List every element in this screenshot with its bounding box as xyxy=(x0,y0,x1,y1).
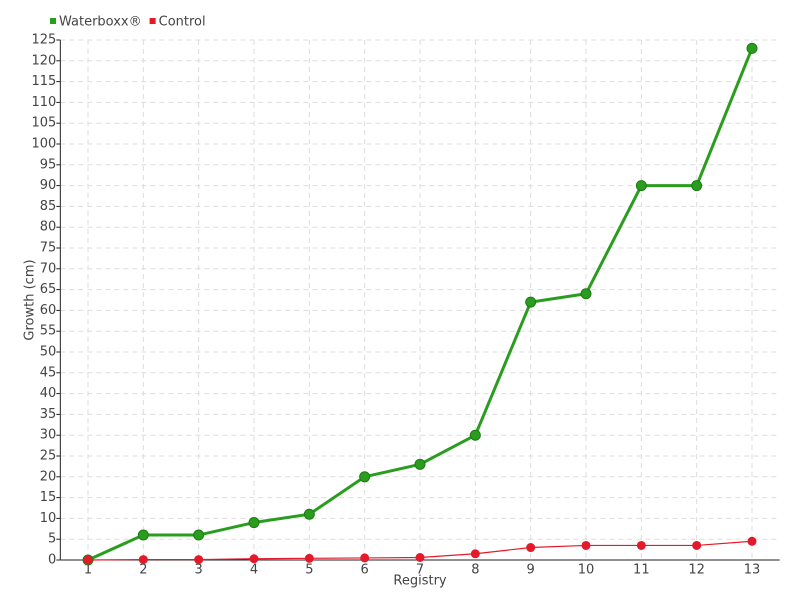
data-point xyxy=(746,42,758,54)
y-tick-label: 40 xyxy=(40,386,57,401)
data-point xyxy=(692,540,702,550)
x-tick-label: 4 xyxy=(250,563,258,578)
data-point xyxy=(360,553,370,563)
data-point xyxy=(359,471,371,483)
data-point xyxy=(526,543,536,553)
x-tick-label: 9 xyxy=(527,563,535,578)
data-point xyxy=(414,458,426,470)
y-tick-label: 0 xyxy=(48,553,56,568)
data-point xyxy=(470,549,480,559)
legend-label: Control xyxy=(159,15,206,30)
y-tick-label: 10 xyxy=(40,511,57,526)
y-tick-label: 30 xyxy=(40,428,57,443)
data-point xyxy=(415,553,425,563)
y-tick-label: 65 xyxy=(40,282,57,297)
y-tick-label: 25 xyxy=(40,449,57,464)
y-tick-label: 115 xyxy=(32,74,57,89)
data-point xyxy=(580,288,592,300)
data-point xyxy=(249,554,259,564)
y-tick-label: 75 xyxy=(40,241,57,256)
y-tick-label: 5 xyxy=(48,532,56,547)
y-axis-label: Growth (cm) xyxy=(23,259,38,340)
y-tick-label: 35 xyxy=(40,407,57,422)
data-point xyxy=(304,553,314,563)
y-tick-label: 95 xyxy=(40,157,57,172)
x-axis-label: Registry xyxy=(393,574,447,589)
grid xyxy=(60,39,780,561)
y-tick-label: 105 xyxy=(32,116,57,131)
x-tick-label: 12 xyxy=(688,563,705,578)
data-point xyxy=(747,536,757,546)
data-point xyxy=(691,180,703,192)
y-tick-label: 70 xyxy=(40,261,57,276)
x-tick-label: 11 xyxy=(633,563,650,578)
x-tick-label: 8 xyxy=(471,563,479,578)
data-point xyxy=(194,555,204,565)
data-point xyxy=(193,529,205,541)
y-tick-label: 20 xyxy=(40,469,57,484)
legend-swatch xyxy=(149,18,156,24)
data-point xyxy=(303,508,315,520)
x-tick-label: 7 xyxy=(416,563,424,578)
data-point xyxy=(137,529,149,541)
data-point xyxy=(581,540,591,550)
data-point xyxy=(469,429,481,441)
data-point xyxy=(636,540,646,550)
x-tick-label: 1 xyxy=(84,563,92,578)
y-tick-label: 60 xyxy=(40,303,57,318)
y-tick-label: 90 xyxy=(40,178,57,193)
y-tick-label: 55 xyxy=(40,324,57,339)
x-tick-label: 5 xyxy=(305,563,313,578)
y-tick-label: 45 xyxy=(40,365,57,380)
data-point xyxy=(525,296,537,308)
y-tick-label: 125 xyxy=(32,33,57,48)
plot: 0510152025303540455055606570758085909510… xyxy=(32,15,780,578)
x-tick-label: 6 xyxy=(361,563,369,578)
legend-swatch xyxy=(50,18,56,24)
x-tick-label: 13 xyxy=(744,563,761,578)
data-point xyxy=(138,555,148,565)
data-point xyxy=(248,517,260,529)
x-tick-label: 3 xyxy=(195,563,203,578)
data-point xyxy=(635,180,647,192)
y-tick-label: 50 xyxy=(40,345,57,360)
y-tick-label: 120 xyxy=(32,53,57,68)
y-tick-label: 85 xyxy=(40,199,57,214)
y-tick-label: 110 xyxy=(32,95,57,110)
y-tick-label: 80 xyxy=(40,220,57,235)
data-point xyxy=(83,555,93,565)
legend-label: Waterboxx® xyxy=(59,15,142,30)
x-tick-label: 10 xyxy=(578,563,595,578)
x-tick-label: 2 xyxy=(139,563,147,578)
y-tick-label: 100 xyxy=(32,137,57,152)
y-tick-label: 15 xyxy=(40,490,57,505)
